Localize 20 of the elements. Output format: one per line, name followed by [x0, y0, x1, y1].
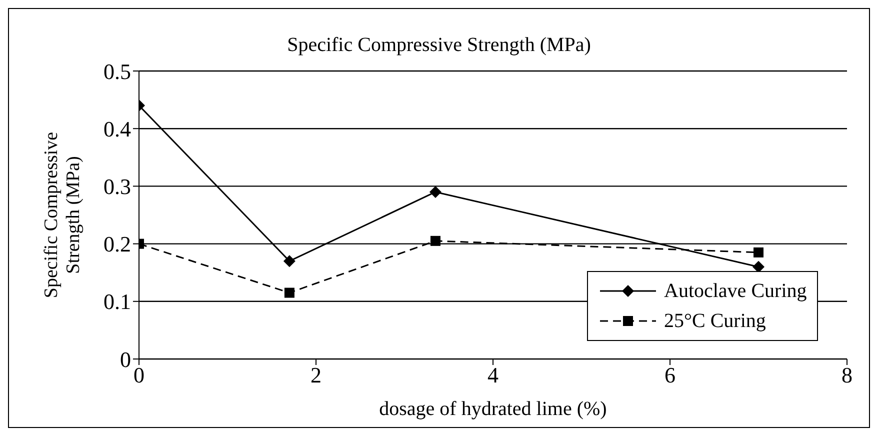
chart-title: Specific Compressive Strength (MPa): [287, 34, 591, 56]
x-tick-label: 4: [488, 362, 498, 388]
y-tick-label: 0.2: [104, 232, 131, 257]
point: [283, 255, 296, 268]
point: [284, 288, 294, 298]
x-tick-label: 8: [842, 362, 852, 388]
x-tick-label: 2: [310, 362, 322, 388]
x-axis-title: dosage of hydrated lime (%): [379, 398, 607, 420]
y-tick-label: 0.3: [104, 174, 131, 200]
y-tick-label: 0: [120, 346, 131, 372]
legend-label: Autoclave Curing: [664, 279, 807, 304]
point: [754, 247, 764, 258]
point: [429, 186, 442, 198]
y-tick-label: 0.4: [104, 116, 131, 142]
y-axis-title: Specific Compressive Strength (MPa): [41, 132, 84, 298]
point: [430, 236, 440, 246]
y-tick-label: 0.5: [104, 58, 131, 84]
y-tick-label: 0.1: [104, 289, 131, 314]
legend-label: 25°C Curing: [664, 309, 766, 334]
x-tick-label: 6: [664, 362, 676, 388]
